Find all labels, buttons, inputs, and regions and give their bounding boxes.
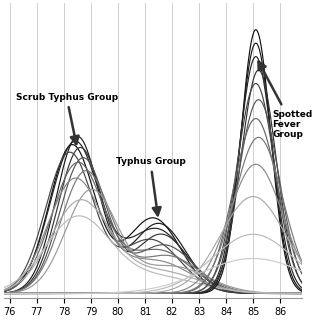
Text: Scrub Typhus Group: Scrub Typhus Group (16, 93, 118, 144)
Text: Typhus Group: Typhus Group (116, 157, 185, 215)
Text: Spotted
Fever
Group: Spotted Fever Group (259, 61, 312, 139)
